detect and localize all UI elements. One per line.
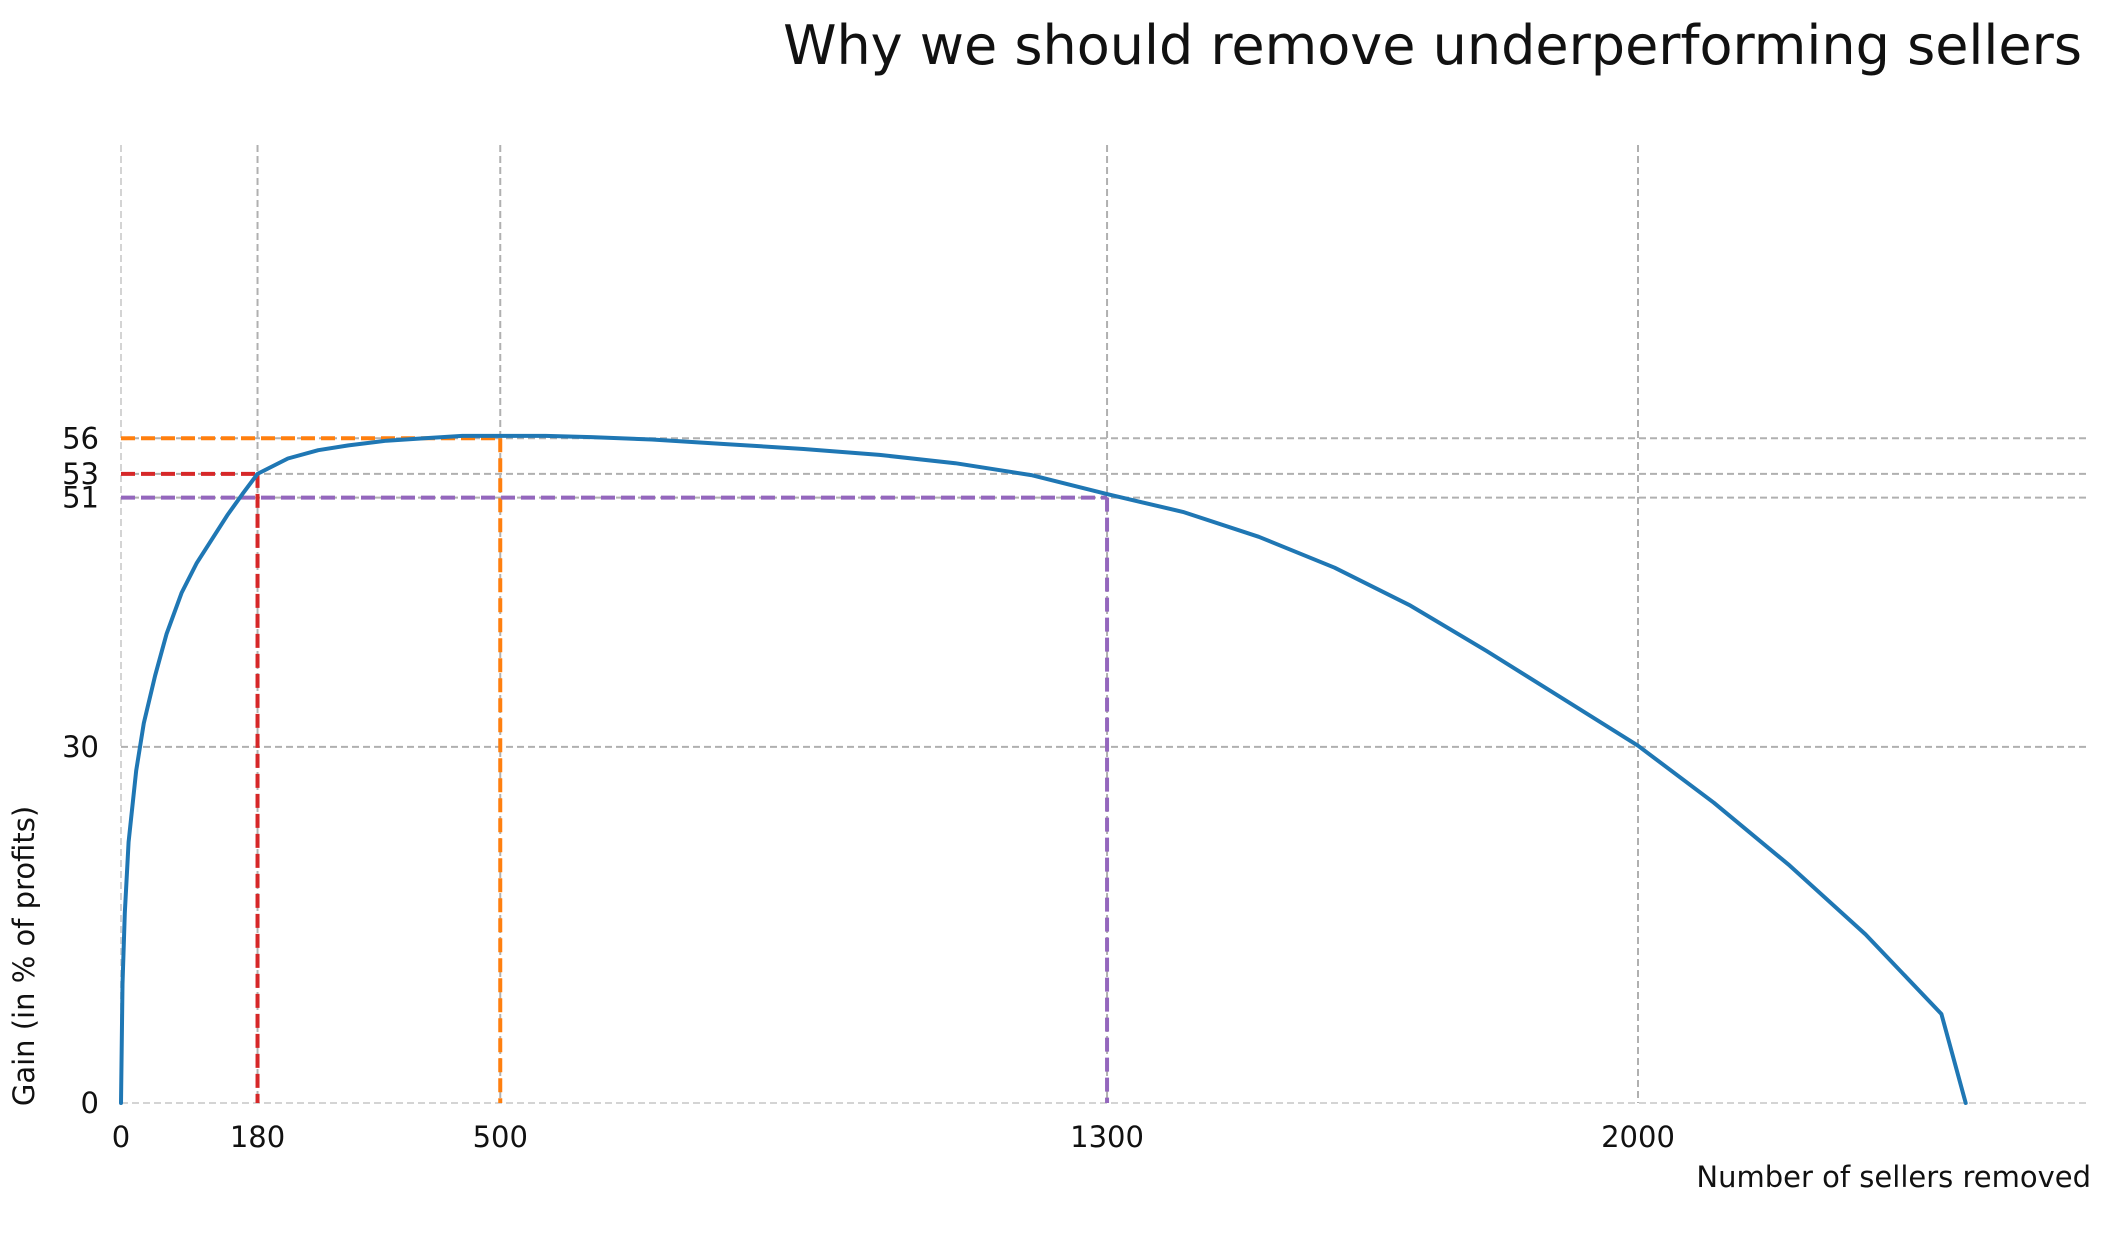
x-tick-label: 2000 [1601,1120,1675,1154]
y-axis-label: Gain (in % of profits) [7,806,41,1106]
x-tick-label: 500 [473,1120,528,1154]
x-axis-label: Number of sellers removed [1696,1160,2091,1194]
x-tick-label: 1300 [1070,1120,1144,1154]
reference-lines [121,436,1110,1103]
y-tick-label: 0 [81,1086,99,1120]
series-layer [119,433,1968,1105]
grid-lines [120,145,2088,1104]
y-tick-label: 30 [62,730,99,764]
series-line [119,433,1968,1105]
x-tick-label: 180 [230,1120,285,1154]
y-tick-label: 51 [62,481,99,515]
chart-title: Why we should remove underperforming sel… [783,14,2082,77]
y-tick-label: 53 [62,457,99,491]
y-tick-label: 56 [62,421,99,455]
x-tick-label: 0 [112,1120,130,1154]
